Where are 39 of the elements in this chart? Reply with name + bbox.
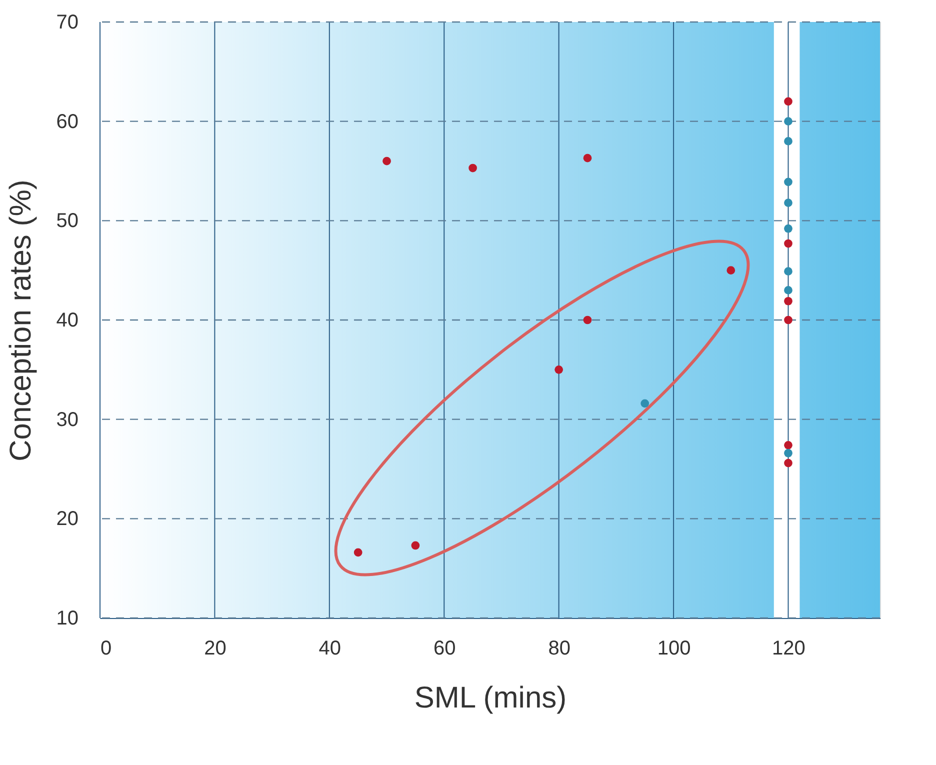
x-tick-label: 100	[657, 638, 691, 660]
point	[784, 267, 792, 276]
y-tick-label: 10	[56, 608, 78, 630]
point	[784, 239, 792, 248]
x-axis-title: SML (mins)	[414, 682, 567, 714]
point	[784, 97, 792, 106]
point	[784, 137, 792, 146]
point	[784, 224, 792, 233]
point	[583, 154, 592, 162]
point	[411, 541, 420, 550]
point	[382, 156, 391, 166]
point	[784, 458, 792, 468]
point	[784, 448, 792, 458]
point	[726, 266, 736, 275]
point	[784, 198, 792, 207]
x-tick-label: 60	[433, 638, 456, 660]
point	[784, 316, 792, 324]
point	[784, 178, 792, 186]
y-tick-label: 30	[56, 408, 78, 431]
point	[784, 286, 792, 294]
x-tick-label: 40	[318, 638, 342, 660]
x-tick-label: 20	[204, 638, 226, 660]
y-tick-label: 70	[56, 12, 78, 34]
point	[784, 117, 792, 126]
x-tick-label: 80	[548, 638, 570, 660]
point	[554, 365, 564, 374]
point	[640, 399, 650, 408]
y-tick-label: 20	[56, 508, 78, 530]
point	[354, 548, 362, 557]
point	[784, 440, 792, 450]
y-tick-label: 40	[56, 310, 78, 332]
point	[583, 316, 592, 324]
y-tick-label: 50	[56, 210, 78, 232]
y-axis-title: Conception rates (%)	[4, 180, 38, 462]
point	[784, 296, 792, 306]
x-tick-label: 0	[100, 638, 112, 660]
x-tick-label: 120	[772, 638, 806, 660]
y-tick-label: 60	[56, 110, 78, 133]
point	[468, 164, 477, 172]
